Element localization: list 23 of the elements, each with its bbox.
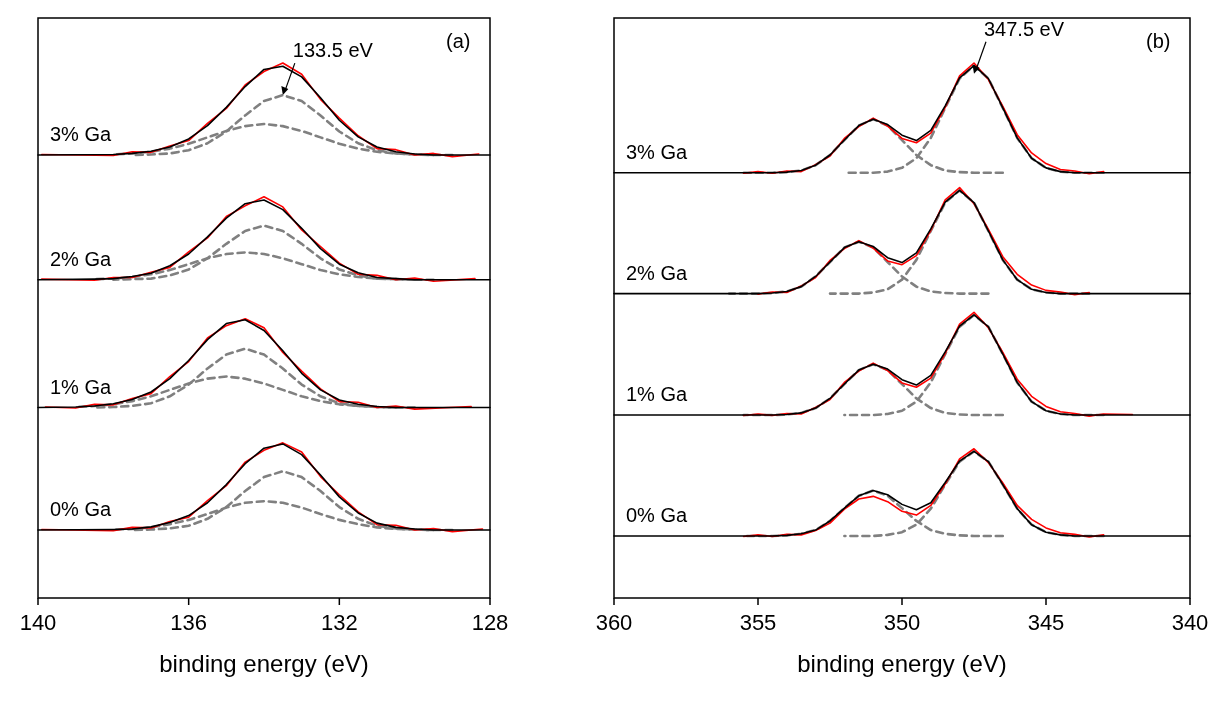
x-tick-label: 350: [883, 610, 921, 635]
x-tick-label: 340: [1171, 610, 1209, 635]
annotation: 347.5 eV: [984, 17, 1065, 40]
series-label: 0% Ga: [50, 498, 113, 521]
x-axis-title: binding energy (eV): [797, 650, 1007, 677]
series-label: 2% Ga: [50, 247, 113, 270]
series-label: 1% Ga: [626, 383, 689, 406]
series-label: 1% Ga: [50, 375, 113, 398]
series-label: 0% Ga: [626, 503, 689, 526]
text: (a): [446, 30, 471, 52]
series-label: 3% Ga: [50, 123, 113, 146]
text: (b): [1146, 30, 1171, 52]
x-tick-label: 136: [170, 610, 208, 635]
annotation: 133.5 eV: [292, 39, 374, 62]
x-tick-label: 345: [1027, 610, 1065, 635]
x-tick-label: 140: [19, 610, 57, 635]
x-tick-label: 355: [739, 610, 777, 635]
x-tick-label: 132: [320, 610, 358, 635]
series-label: 2% Ga: [626, 261, 689, 284]
series-label: 3% Ga: [626, 140, 689, 163]
x-axis-title: binding energy (eV): [159, 650, 369, 677]
x-tick-label: 360: [595, 610, 633, 635]
x-tick-label: 128: [471, 610, 509, 635]
